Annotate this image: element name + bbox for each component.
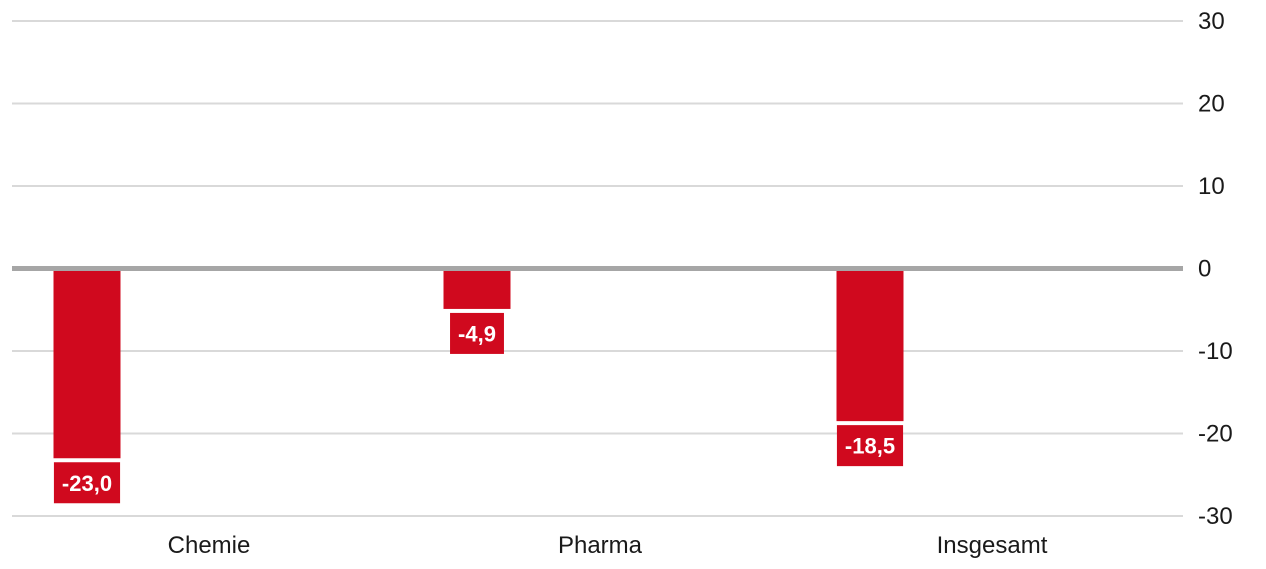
bars: [53, 268, 904, 459]
y-tick-label: 10: [1198, 173, 1225, 200]
data-label-text: -4,9: [458, 321, 496, 346]
x-axis-category-labels: Chemie Pharma Insgesamt: [168, 532, 1048, 559]
y-axis-tick-labels: 30 20 10 0 -10 -20 -30: [1198, 8, 1233, 530]
y-tick-label: 0: [1198, 256, 1211, 283]
category-label-insgesamt: Insgesamt: [937, 532, 1048, 559]
category-label-pharma: Pharma: [558, 532, 643, 559]
data-label-text: -23,0: [62, 471, 112, 496]
bar-insgesamt: [836, 268, 904, 422]
category-label-chemie: Chemie: [168, 532, 251, 559]
y-tick-label: -30: [1198, 503, 1233, 530]
y-tick-label: -20: [1198, 421, 1233, 448]
data-label-box: [836, 425, 904, 467]
data-label-chemie: -23,0: [53, 462, 121, 504]
data-label-pharma: -4,9: [450, 312, 504, 354]
bar-chemie: [53, 268, 121, 459]
bar-pharma: [443, 268, 511, 309]
y-tick-label: 20: [1198, 91, 1225, 118]
data-label-box: [450, 312, 504, 354]
data-labels: -23,0 -4,9 -18,5: [53, 312, 904, 504]
gridlines: [12, 20, 1183, 517]
y-tick-label: 30: [1198, 8, 1225, 35]
data-label-box: [53, 462, 121, 504]
y-tick-label: -10: [1198, 338, 1233, 365]
data-label-insgesamt: -18,5: [836, 425, 904, 467]
data-label-text: -18,5: [845, 434, 895, 459]
